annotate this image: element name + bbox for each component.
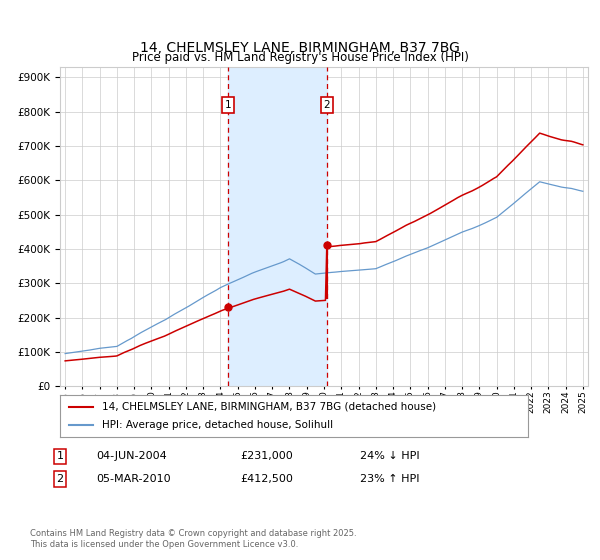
Text: 14, CHELMSLEY LANE, BIRMINGHAM, B37 7BG: 14, CHELMSLEY LANE, BIRMINGHAM, B37 7BG <box>140 41 460 55</box>
Text: 1: 1 <box>56 451 64 461</box>
Text: Price paid vs. HM Land Registry's House Price Index (HPI): Price paid vs. HM Land Registry's House … <box>131 50 469 64</box>
Text: £231,000: £231,000 <box>240 451 293 461</box>
Text: 24% ↓ HPI: 24% ↓ HPI <box>360 451 419 461</box>
Text: £412,500: £412,500 <box>240 474 293 484</box>
Text: 23% ↑ HPI: 23% ↑ HPI <box>360 474 419 484</box>
Text: 04-JUN-2004: 04-JUN-2004 <box>96 451 167 461</box>
Text: 2: 2 <box>323 100 330 110</box>
Text: 2: 2 <box>56 474 64 484</box>
Text: HPI: Average price, detached house, Solihull: HPI: Average price, detached house, Soli… <box>102 420 333 430</box>
Text: 1: 1 <box>224 100 231 110</box>
Text: 14, CHELMSLEY LANE, BIRMINGHAM, B37 7BG (detached house): 14, CHELMSLEY LANE, BIRMINGHAM, B37 7BG … <box>102 402 436 412</box>
Text: Contains HM Land Registry data © Crown copyright and database right 2025.
This d: Contains HM Land Registry data © Crown c… <box>30 529 356 549</box>
Bar <box>228 67 327 386</box>
Text: 05-MAR-2010: 05-MAR-2010 <box>96 474 170 484</box>
